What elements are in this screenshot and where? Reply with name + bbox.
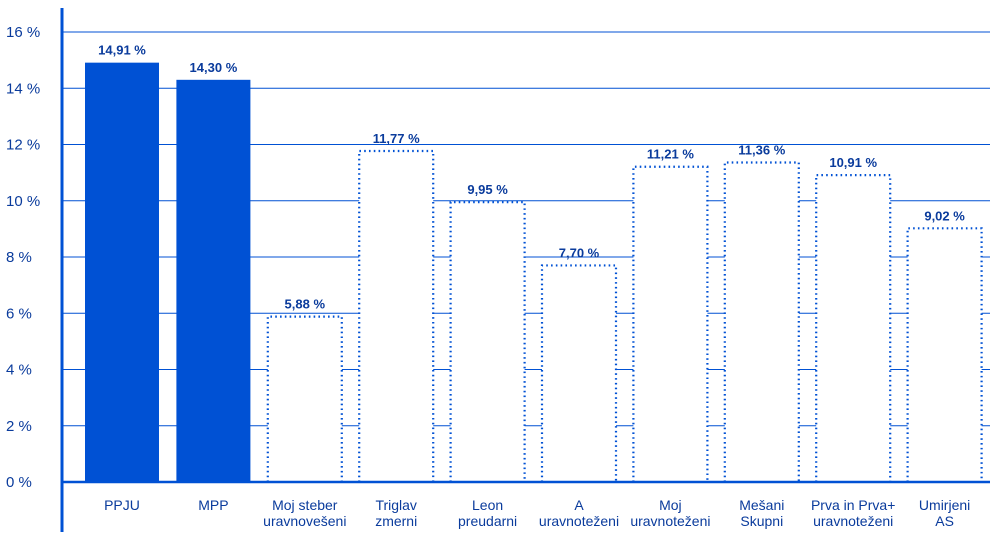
bars xyxy=(85,62,983,482)
category-label: uravnoteženi xyxy=(539,513,619,529)
bar-fill xyxy=(816,175,891,482)
category-label: Mešani xyxy=(739,497,784,513)
data-label: 11,77 % xyxy=(373,131,420,146)
bar-fill xyxy=(907,228,982,482)
category-label: PPJU xyxy=(104,497,140,513)
axes xyxy=(60,8,990,532)
category-label: Triglav xyxy=(375,497,417,513)
category-label: AS xyxy=(935,513,954,529)
bar xyxy=(266,315,343,482)
bar xyxy=(449,201,526,482)
data-label: 11,21 % xyxy=(647,147,694,162)
category-label: A xyxy=(574,497,584,513)
y-tick-label: 10 % xyxy=(6,193,40,210)
bar xyxy=(176,79,251,482)
category-label: uravnoteženi xyxy=(630,513,710,529)
category-label: uravnoteženi xyxy=(813,513,893,529)
labels: 0 % 2 % 4 % 6 % 8 % 10 % 12 % 14 % 16 % 14,91 % PP… xyxy=(6,24,970,529)
bar-fill xyxy=(633,166,708,482)
data-label: 14,30 % xyxy=(190,60,238,75)
y-tick-label: 14 % xyxy=(6,80,40,97)
category-label: Leon xyxy=(472,497,503,513)
bar-fill xyxy=(542,265,616,482)
data-label: 7,70 % xyxy=(559,245,600,260)
y-tick-label: 12 % xyxy=(6,137,40,154)
category-label: uravnovešeni xyxy=(263,513,346,529)
data-label: 5,88 % xyxy=(285,297,326,312)
data-label: 11,36 % xyxy=(738,143,785,158)
y-tick-label: 2 % xyxy=(6,418,32,435)
category-label: zmerni xyxy=(375,513,417,529)
y-tick-label: 4 % xyxy=(6,362,32,379)
category-label: preudarni xyxy=(458,513,517,529)
data-label: 14,91 % xyxy=(98,43,146,58)
bar xyxy=(815,174,892,482)
category-label: Moj xyxy=(659,497,682,513)
category-label: MPP xyxy=(198,497,228,513)
bar-fill xyxy=(724,162,799,482)
category-label: Skupni xyxy=(740,513,783,529)
category-label: Umirjeni xyxy=(919,497,970,513)
category-label: Moj steber xyxy=(272,497,338,513)
data-label: 10,91 % xyxy=(829,155,877,170)
y-tick-label: 0 % xyxy=(6,474,32,491)
bar xyxy=(723,161,800,482)
bar-fill xyxy=(450,202,525,482)
bar-fill xyxy=(359,150,434,482)
y-tick-label: 6 % xyxy=(6,305,32,322)
bar xyxy=(85,62,159,482)
category-label: Prva in Prva+ xyxy=(811,497,895,513)
data-label: 9,02 % xyxy=(924,208,965,223)
bar xyxy=(540,264,618,482)
y-tick-label: 16 % xyxy=(6,24,40,41)
bar-fill xyxy=(267,316,342,482)
y-tick-label: 8 % xyxy=(6,249,32,266)
data-label: 9,95 % xyxy=(467,182,508,197)
